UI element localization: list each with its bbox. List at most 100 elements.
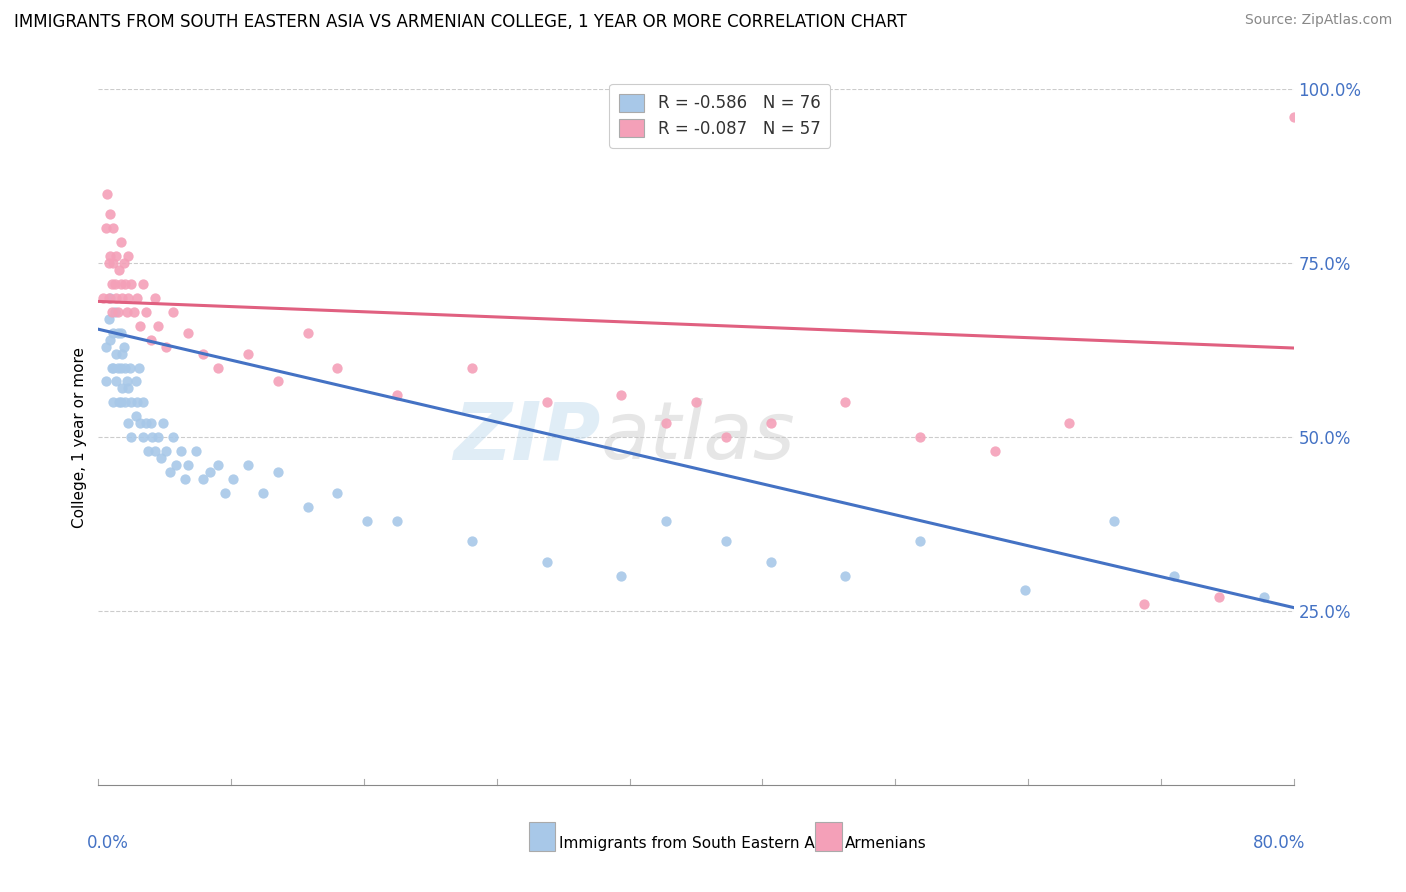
Y-axis label: College, 1 year or more: College, 1 year or more [72,347,87,527]
Point [155,444,177,458]
Point [252,485,274,500]
Point [461,534,484,549]
Point [141,430,163,444]
Point [139,333,162,347]
FancyBboxPatch shape [529,822,555,851]
Point [103,221,125,235]
Point [1014,583,1036,598]
Point [834,395,856,409]
Point [110,360,132,375]
Point [148,430,170,444]
Point [110,277,132,291]
Point [385,388,409,402]
Point [101,360,124,375]
Point [103,256,125,270]
Point [111,346,134,360]
Point [94,340,117,354]
Point [759,416,782,430]
Point [207,458,229,472]
Point [101,277,124,291]
Point [155,340,177,354]
Point [115,375,138,389]
Point [326,485,349,500]
Point [207,360,229,375]
Point [685,395,707,409]
Point [110,326,132,340]
Point [104,305,127,319]
Point [108,263,131,277]
Point [908,534,931,549]
Point [103,360,125,375]
Point [128,360,150,375]
Point [127,395,149,409]
Point [236,346,259,360]
Point [111,291,134,305]
Point [610,569,633,583]
Point [132,277,155,291]
Point [110,235,132,250]
Point [129,318,152,333]
Point [191,346,214,360]
Point [461,360,484,375]
Point [297,326,319,340]
Point [112,256,135,270]
Point [169,444,191,458]
Text: 80.0%: 80.0% [1253,834,1306,852]
Point [1059,416,1081,430]
Point [108,395,131,409]
Point [98,333,122,347]
Point [97,291,120,305]
Point [174,472,197,486]
Point [135,416,157,430]
Text: atlas: atlas [600,398,796,476]
Point [759,555,782,569]
Point [162,430,184,444]
Point [1253,590,1275,604]
Point [107,305,129,319]
Point [984,444,1007,458]
Point [326,360,349,375]
Point [184,444,207,458]
Point [110,395,132,409]
Point [120,395,142,409]
Point [97,311,120,326]
Point [117,416,139,430]
Point [177,326,200,340]
Point [655,416,678,430]
Point [1104,514,1126,528]
Point [143,444,166,458]
Point [111,381,134,395]
Point [120,277,142,291]
Point [135,305,157,319]
Point [297,500,319,514]
Point [222,472,245,486]
Point [103,326,125,340]
Point [143,291,166,305]
Point [96,186,118,201]
Point [103,395,125,409]
Point [117,291,139,305]
Text: ZIP: ZIP [453,398,600,476]
Point [105,346,128,360]
FancyBboxPatch shape [815,822,842,851]
Point [124,305,146,319]
Point [97,256,120,270]
Point [152,416,174,430]
Point [94,221,117,235]
Point [162,305,184,319]
Point [610,388,633,402]
Point [714,430,737,444]
Point [117,249,139,263]
Point [104,277,127,291]
Point [98,207,122,221]
Point [1282,110,1305,124]
Point [98,291,122,305]
Point [536,555,558,569]
Point [107,326,129,340]
Point [267,465,290,479]
Point [105,249,128,263]
Point [267,375,290,389]
Point [191,472,214,486]
Point [91,291,114,305]
Point [125,375,148,389]
